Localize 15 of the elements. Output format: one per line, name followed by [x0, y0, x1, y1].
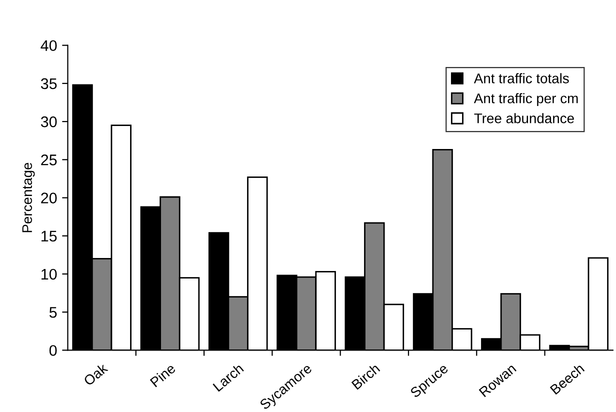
y-tick-label: 0 — [49, 345, 57, 356]
legend-label: Ant traffic totals — [474, 73, 569, 84]
y-tick-label: 25 — [41, 154, 57, 166]
y-tick-label: 20 — [41, 192, 57, 204]
y-tick-label: 15 — [42, 230, 57, 242]
legend-label: Ant traffic per cm — [474, 93, 578, 106]
y-tick-label: 30 — [40, 116, 57, 128]
y-tick-label: 35 — [40, 78, 57, 90]
y-tick-label: 10 — [42, 268, 57, 280]
x-tick-label: Pine — [150, 362, 176, 388]
y-axis-title: Percentage — [22, 162, 35, 232]
y-tick-label: 40 — [40, 40, 57, 52]
legend-label: Tree abundance — [474, 113, 574, 124]
y-tick-label: 5 — [49, 307, 57, 318]
x-tick-label: Oak — [82, 362, 108, 386]
